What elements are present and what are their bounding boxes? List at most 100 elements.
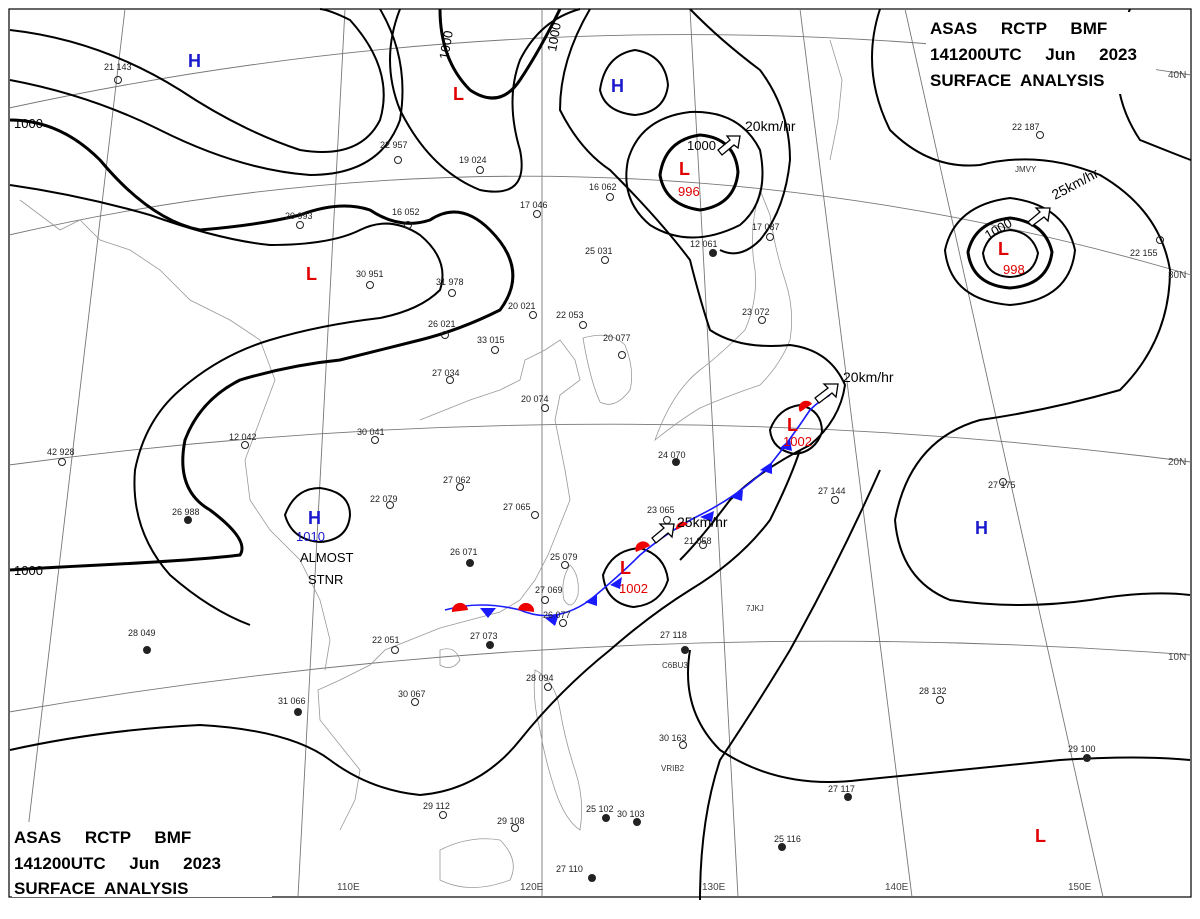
low-pressure-value: 996 [678,184,700,199]
station-value: 24 070 [658,450,686,460]
station-value: 27 069 [535,585,563,595]
isobar-label: 1000 [436,29,456,60]
station-value: 27 117 [828,784,855,794]
isobar-high-1010 [283,486,352,544]
ship-id: 7JKJ [746,604,764,613]
station-plot: 22 187 [1012,122,1044,139]
station-plot: 28 094 [526,673,554,691]
parallel-10n [8,640,1192,713]
coast-sakhalin [829,39,843,161]
graticule [8,8,1192,898]
station-plot: 30 041 [357,427,385,444]
station-plot: 22 079 [370,494,398,509]
station-value: 22 155 [1130,248,1158,258]
isobar-central [389,8,581,193]
station-plot: 24 070 [658,450,686,466]
isobar-low-998-1 [943,196,1077,307]
station-plot: 27 065 [503,502,539,519]
pressure-centers: H L H L 996 L L 998 H 1010 L 1002 L 1002… [188,51,1046,846]
latitude-label: 40N [1168,70,1186,81]
station-value: 20 074 [521,394,549,404]
motion-labels: 20km/hr 25km/hr 20km/hr 25km/hr [677,118,1101,530]
isobar-west-inner [9,184,444,626]
header-line: 141200UTC Jun 2023 [14,854,221,873]
station-plot: 19 024 [459,155,487,174]
station-plot: 17 087 [752,222,780,241]
station-value: 12 061 [690,239,718,249]
isobar-label: 1000 [687,138,716,153]
meridian-110e [297,8,346,898]
coast-borneo [439,838,514,888]
cold-front-markers [480,439,792,626]
station-plot: 25 031 [585,246,613,264]
isobar-high-ne [598,48,670,117]
station-value: 26 988 [172,507,200,517]
station-value: 42 928 [47,447,75,457]
map-border [8,8,1192,898]
high-pressure-label: H [611,76,624,96]
motion-vectors [651,135,1051,544]
station-plot: 27 144 [818,486,846,504]
station-plot: 27 034 [432,368,460,384]
station-plot: 12 042 [229,432,257,449]
station-plot: 27 175 [988,478,1016,490]
station-value: 22 051 [372,635,400,645]
motion-arrow-icon [814,383,839,404]
station-plot: 26 021 [428,319,456,339]
meridian-100e [19,8,126,898]
station-value: 30 067 [398,689,426,699]
station-value: 25 031 [585,246,613,256]
isobar-low-996-inner [658,133,740,212]
station-value: 26 077 [543,610,571,620]
station-value: 30 041 [357,427,385,437]
station-value: 28 094 [526,673,554,683]
note-almost: ALMOST [300,550,354,565]
station-plot: 23 072 [742,307,770,324]
header-top: ASAS RCTP BMF 141200UTC Jun 2023 SURFACE… [926,12,1156,94]
station-plot: 26 988 [172,507,200,524]
station-plot: 26 071 [450,547,478,567]
station-value: 22 187 [1012,122,1040,132]
low-pressure-label: L [620,558,631,578]
station-plot: 27 110 [556,864,596,882]
station-plot: 20 021 [508,301,537,319]
station-plot: 22 957 [380,140,408,164]
station-plot: 25 079 [550,552,578,569]
longitude-label: 110E [337,882,360,893]
station-value: 28 049 [128,628,156,638]
station-value: 30 163 [659,733,687,743]
station-value: 30 951 [356,269,384,279]
isobar-low-998-3 [981,228,1040,279]
isobar-south-east [699,469,881,901]
station-value: 21 143 [104,62,132,72]
header-line: ASAS RCTP BMF [930,19,1107,38]
longitude-label: 150E [1068,882,1092,893]
station-value: 19 024 [459,155,487,165]
station-value: 12 042 [229,432,257,442]
header-line: SURFACE ANALYSIS [930,71,1104,90]
coast-china [317,339,581,831]
station-plot: 27 069 [535,585,563,604]
isobar-low-1002-japan [768,403,824,456]
station-plot: 30 951 [356,269,384,289]
ship-id: JMVY [1015,165,1037,174]
latitude-label: 30N [1168,270,1186,281]
station-value: 33 015 [477,335,505,345]
motion-arrow-icon [717,135,741,156]
header-line: 141200UTC Jun 2023 [930,45,1137,64]
low-pressure-label: L [679,159,690,179]
low-pressure-label: L [306,264,317,284]
station-plot: 30 067 [398,689,426,706]
latitude-labels: 40N 30N 20N 10N [1168,70,1186,663]
meridian-150e [904,8,1104,898]
station-value: 20 993 [285,211,313,221]
isobar-low-1002-south [601,546,670,609]
station-value: 25 116 [774,834,801,844]
station-value: 21 058 [684,536,712,546]
ship-id: VRIB2 [661,764,685,773]
meridian-140e [799,8,913,898]
station-plot: 21 143 [104,62,132,84]
ship-ids: JMVY C6BU3 7JKJ VRIB2 [661,165,1037,773]
station-value: 27 118 [660,630,687,640]
